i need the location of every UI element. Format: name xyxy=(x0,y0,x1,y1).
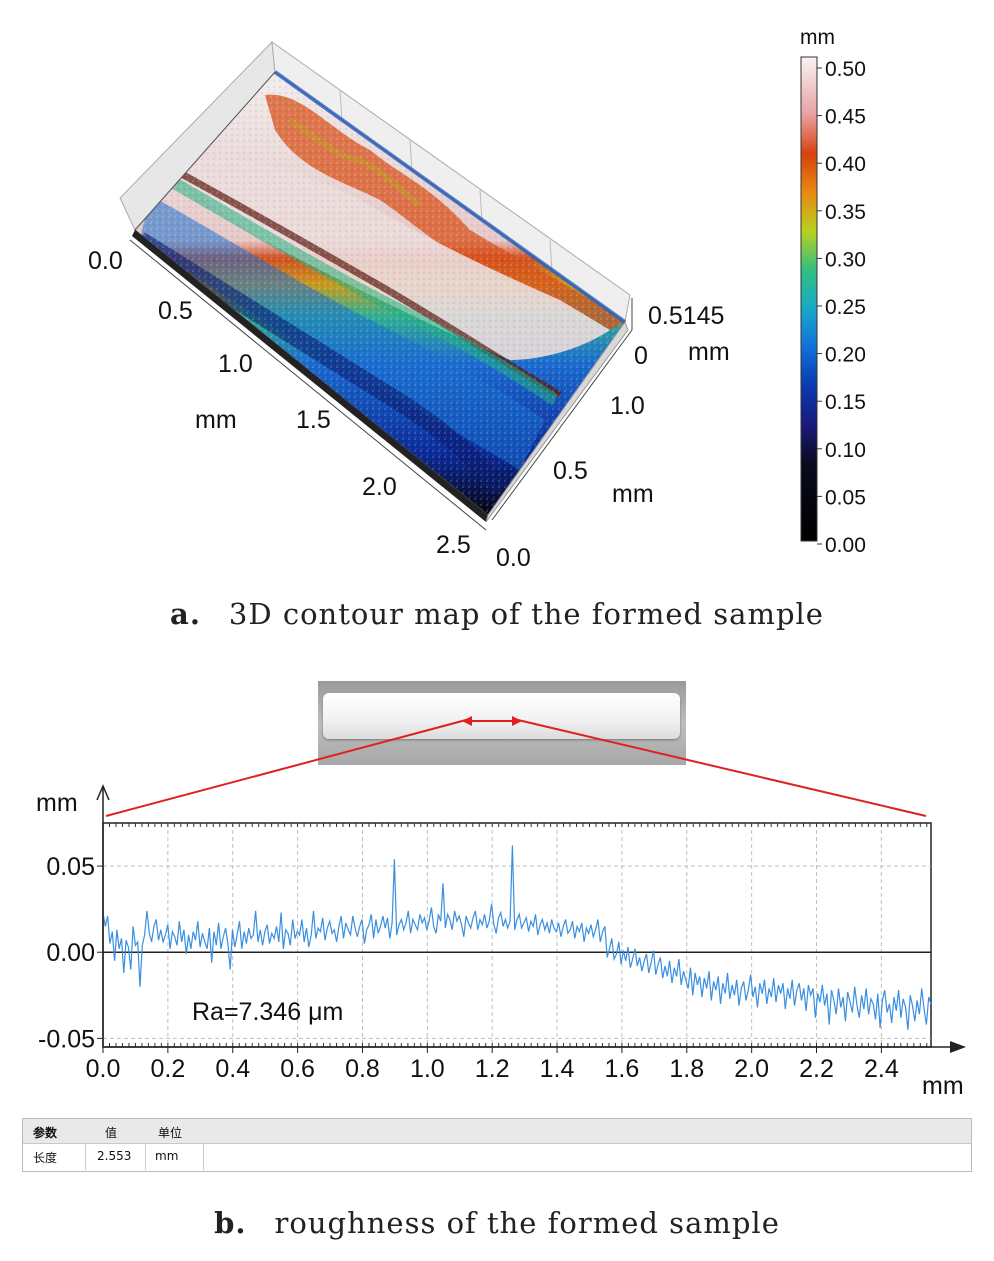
ra-annotation: Ra=7.346 μm xyxy=(192,998,343,1026)
table-row: 长度 2.553 mm xyxy=(23,1144,971,1170)
profile-series-line xyxy=(102,845,932,1030)
y-axis-ticks-3d: 0.0 0.5 1.0 mm xyxy=(496,392,654,572)
measurement-guide-lines xyxy=(105,716,927,817)
z3d-tick: 0 xyxy=(634,342,648,370)
colorbar: mm 0.50 0.45 0.40 0.35 0.30 0.25 0.20 0.15 0.10 0… xyxy=(800,26,866,557)
x-tick-label: 1.6 xyxy=(605,1055,640,1083)
y3d-tick: 0.0 xyxy=(496,544,531,572)
roughness-profile-chart: 0.05 0.00 -0.050.0 0.2 0.4 0.6 0.8 1.0 1.2 1.4 1.6… xyxy=(36,716,966,1100)
x3d-tick: 1.0 xyxy=(218,350,253,378)
colorbar-tick-label: 0.45 xyxy=(825,106,866,129)
surface-3d-plot: 0.0 0.5 1.0 1.5 2.0 2.5 mm 0.0 0.5 1.0 m… xyxy=(88,26,866,572)
table-cell: 2.553 xyxy=(97,1149,132,1163)
caption-a-text: 3D contour map of the formed sample xyxy=(228,597,824,631)
x3d-axis-label: mm xyxy=(195,406,237,434)
x-axis-ticks-3d: 0.0 0.5 1.0 1.5 2.0 2.5 mm xyxy=(88,247,471,559)
x3d-tick: 2.0 xyxy=(362,473,397,501)
parameter-table: 参数 值 单位 长度 2.553 mm xyxy=(22,1118,972,1172)
sample-photo xyxy=(318,681,686,765)
x3d-tick: 2.5 xyxy=(436,531,471,559)
caption-b: b. roughness of the formed sample xyxy=(0,1206,994,1240)
colorbar-tick-label: 0.40 xyxy=(825,153,866,176)
caption-a: a. 3D contour map of the formed sample xyxy=(0,597,994,631)
x-tick-label: 0.6 xyxy=(280,1055,315,1083)
x-tick-label: 1.8 xyxy=(669,1055,704,1083)
x-tick-label: 0.0 xyxy=(86,1055,121,1083)
x-tick-label: 0.4 xyxy=(215,1055,250,1083)
x-tick-label: 2.2 xyxy=(799,1055,834,1083)
y-tick-label: 0.05 xyxy=(46,853,95,881)
x-tick-label: 0.8 xyxy=(345,1055,380,1083)
table-header-cell: 参数 xyxy=(33,1126,58,1140)
colorbar-tick-label: 0.15 xyxy=(825,391,866,414)
y3d-tick: 0.5 xyxy=(553,457,588,485)
table-cell: mm xyxy=(155,1149,179,1163)
z3d-tick: 0.5145 xyxy=(648,302,724,330)
caption-b-text: roughness of the formed sample xyxy=(274,1206,780,1240)
y3d-tick: 1.0 xyxy=(610,392,645,420)
table-cell: 长度 xyxy=(33,1151,58,1165)
colorbar-tick-label: 0.35 xyxy=(825,201,866,224)
caption-b-letter: b. xyxy=(214,1206,247,1240)
sample-bar xyxy=(323,693,680,739)
colorbar-tick-label: 0.25 xyxy=(825,296,866,319)
y-axis-arrow xyxy=(96,784,110,801)
y3d-axis-label: mm xyxy=(612,480,654,508)
y-tick-label: -0.05 xyxy=(38,1025,95,1053)
table-header-cell: 值 xyxy=(105,1126,118,1140)
z3d-axis-label: mm xyxy=(688,338,730,366)
x3d-tick: 0.0 xyxy=(88,247,123,275)
y-tick-label: 0.00 xyxy=(46,939,95,967)
x-tick-label: 2.4 xyxy=(864,1055,899,1083)
x3d-tick: 1.5 xyxy=(296,406,331,434)
z-axis-ticks-3d: 0.5145 0 mm xyxy=(631,298,730,370)
x-axis-unit: mm xyxy=(922,1072,964,1100)
right-edge xyxy=(485,320,629,523)
caption-a-letter: a. xyxy=(170,597,201,631)
x-tick-label: 2.0 xyxy=(734,1055,769,1083)
y-axis-unit: mm xyxy=(36,789,78,817)
colorbar-tick-label: 0.30 xyxy=(825,248,866,271)
colorbar-tick-label: 0.00 xyxy=(825,534,866,557)
x3d-tick: 0.5 xyxy=(158,297,193,325)
x-tick-label: 1.0 xyxy=(410,1055,445,1083)
colorbar-tick-label: 0.10 xyxy=(825,439,866,462)
colorbar-tick-label: 0.05 xyxy=(825,486,866,509)
colorbar-tick-label: 0.50 xyxy=(825,58,866,81)
colorbar-tick-label: 0.20 xyxy=(825,344,866,367)
x-tick-label: 1.4 xyxy=(540,1055,575,1083)
x-tick-label: 1.2 xyxy=(475,1055,510,1083)
table-header-cell: 单位 xyxy=(158,1126,183,1140)
colorbar-unit: mm xyxy=(800,26,835,49)
x-axis-arrow xyxy=(950,1041,966,1053)
x-tick-label: 0.2 xyxy=(150,1055,185,1083)
table-header: 参数 值 单位 xyxy=(23,1119,971,1144)
front-edge xyxy=(132,230,488,522)
